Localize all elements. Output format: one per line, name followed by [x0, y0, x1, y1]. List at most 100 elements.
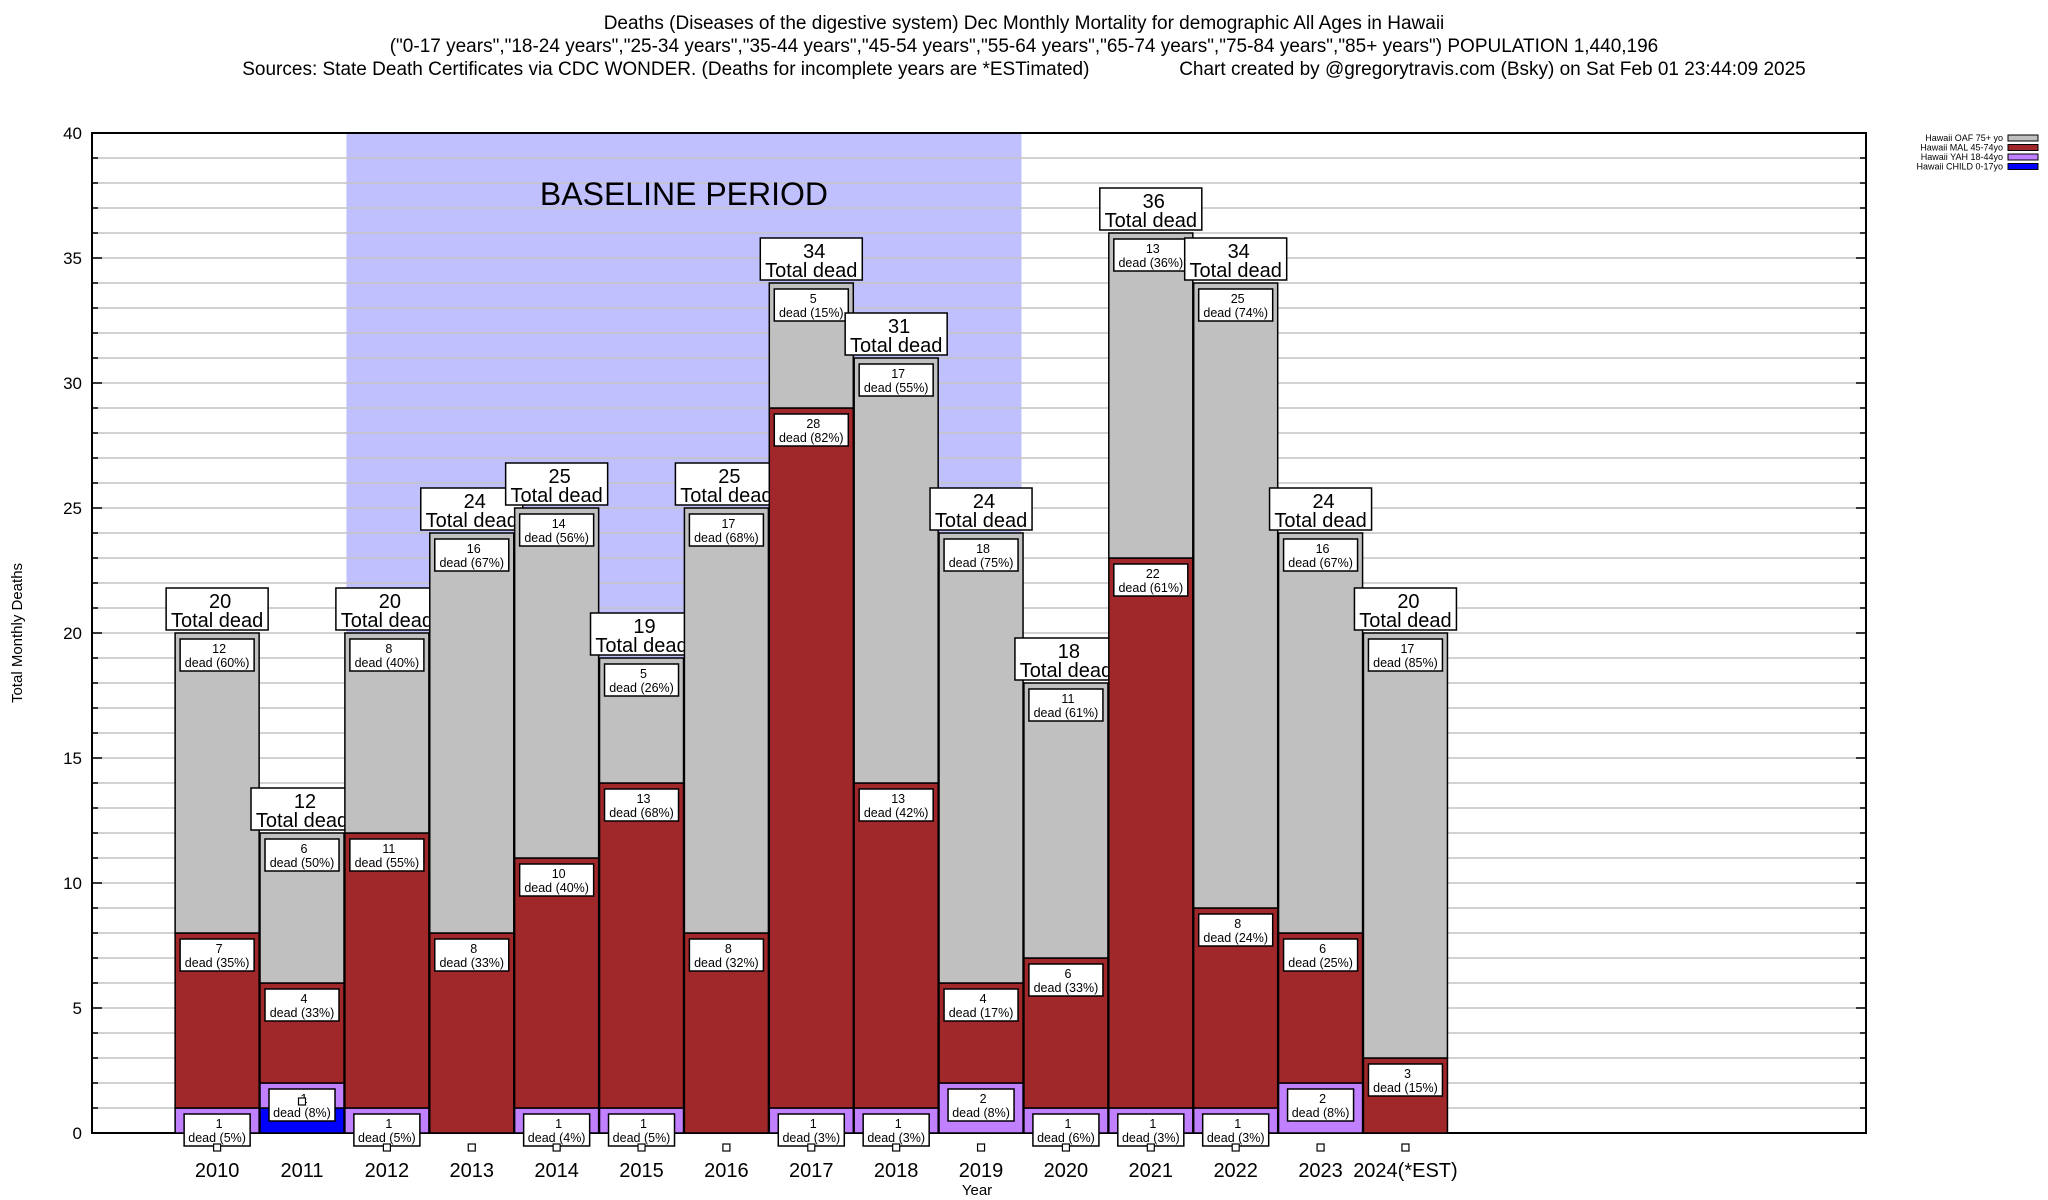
segment-label-box [1367, 638, 1444, 672]
total-label-value: 34 [1228, 241, 1250, 263]
y-tick-label: 0 [73, 1124, 82, 1143]
segment-label-box [1286, 1088, 1355, 1122]
segment-label-box [264, 838, 340, 872]
chart-title: Deaths (Diseases of the digestive system… [603, 13, 1445, 34]
segment-label-count: 7 [216, 942, 223, 956]
total-label-box [844, 312, 948, 356]
y-tick-label: 20 [63, 624, 82, 643]
total-label-text: Total dead [1020, 660, 1112, 682]
segment-label-pct: dead (3%) [1207, 1131, 1265, 1145]
segment-label-box [1282, 538, 1359, 572]
total-label-text: Total dead [426, 510, 518, 532]
segment-label-count: 11 [1061, 692, 1074, 706]
segment-label-count: 16 [1316, 542, 1330, 556]
segment-label-pct: dead (8%) [1292, 1106, 1350, 1120]
bar-segment [513, 857, 600, 1109]
segment-label-box [1113, 563, 1189, 597]
segment-label-pct: dead (8%) [273, 1106, 331, 1120]
y-tick-label: 25 [63, 499, 82, 518]
segment-label-box [1197, 913, 1274, 947]
total-label-text: Total dead [680, 485, 772, 507]
segment-label-count: 14 [552, 517, 566, 531]
segment-label-box [603, 788, 680, 822]
total-label-box [589, 612, 694, 656]
chart-titles: Deaths (Diseases of the digestive system… [0, 12, 2048, 81]
bar-segment [1108, 557, 1194, 1109]
segment-label-count: 4 [980, 992, 987, 1006]
segment-label-pct: dead (50%) [270, 856, 335, 870]
segment-label-count: 22 [1146, 567, 1160, 581]
segment-label-count: 5 [640, 667, 647, 681]
total-label-text: Total dead [595, 635, 687, 657]
segment-label-pct: dead (3%) [782, 1131, 840, 1145]
segment-label-count: 1 [1064, 1117, 1071, 1131]
segment-label-count: 4 [301, 992, 308, 1006]
x-tick-label: 2020 [1044, 1160, 1089, 1182]
total-label-text: Total dead [1105, 210, 1197, 232]
segment-label-pct: dead (67%) [1288, 556, 1353, 570]
legend-label: Hawaii YAH 18-44yo [1921, 152, 2003, 162]
legend-swatch [2007, 163, 2039, 170]
segment-label-count: 1 [216, 1117, 223, 1131]
segment-label-count: 1 [1234, 1117, 1241, 1131]
segment-label-count: 6 [1319, 942, 1326, 956]
total-label-text: Total dead [341, 610, 433, 632]
segment-label-box [603, 663, 680, 697]
segment-label-box [1028, 963, 1104, 997]
segment-label-pct: dead (15%) [1373, 1081, 1438, 1095]
segment-label-pct: dead (8%) [952, 1106, 1010, 1120]
x-tick-label: 2017 [789, 1160, 834, 1182]
segment-label-count: 17 [721, 517, 735, 531]
segment-label-count: 17 [1400, 642, 1414, 656]
sources-text: Sources: State Death Certificates via CD… [242, 59, 1090, 80]
segment-label-pct: dead (15%) [779, 306, 844, 320]
segment-label-count: 11 [382, 842, 395, 856]
bar-segment [1023, 682, 1109, 959]
x-tick-label: 2024(*EST) [1353, 1160, 1458, 1182]
segment-label-count: 13 [637, 792, 651, 806]
child-marker [976, 1143, 986, 1152]
child-marker [213, 1143, 222, 1152]
segment-label-count: 28 [806, 417, 820, 431]
segment-label-count: 16 [467, 542, 481, 556]
segment-label-pct: dead (4%) [528, 1131, 586, 1145]
legend-label: Hawaii OAF 75+ yo [1925, 133, 2003, 143]
segment-label-box [1197, 288, 1274, 322]
segment-label-box [1282, 938, 1359, 972]
segment-label-pct: dead (42%) [864, 806, 929, 820]
bar-segment [174, 632, 260, 934]
total-label-box [165, 587, 269, 631]
total-label-box [1353, 587, 1458, 631]
child-marker [1231, 1143, 1240, 1152]
total-label-box [759, 237, 864, 281]
segment-label-box [1028, 688, 1104, 722]
legend-swatch [2007, 144, 2039, 151]
bar-segment [683, 507, 770, 934]
segment-label-box [773, 413, 850, 447]
total-label-value: 18 [1058, 641, 1080, 663]
total-label-value: 34 [803, 241, 825, 263]
total-label-text: Total dead [935, 510, 1027, 532]
child-marker [1146, 1143, 1155, 1152]
segment-label-pct: dead (36%) [1118, 256, 1183, 270]
total-label-value: 25 [718, 466, 740, 488]
segment-label-count: 3 [1404, 1067, 1411, 1081]
segment-label-box [688, 938, 765, 972]
segment-label-pct: dead (67%) [439, 556, 504, 570]
bar-segment [1362, 632, 1449, 1059]
segment-label-pct: dead (56%) [524, 531, 589, 545]
x-tick-label: 2022 [1213, 1160, 1258, 1182]
segment-label-box [1201, 1113, 1270, 1147]
segment-label-count: 1 [385, 1117, 392, 1131]
total-label-value: 25 [549, 466, 571, 488]
segment-label-count: 8 [725, 942, 732, 956]
total-label-box [1014, 637, 1118, 681]
bar-segment [768, 407, 855, 1109]
segment-label-count: 1 [640, 1117, 647, 1131]
chart-sources-line: Sources: State Death Certificates via CD… [0, 58, 2048, 81]
segment-label-box [1113, 238, 1189, 272]
total-label-text: Total dead [1274, 510, 1366, 532]
child-marker [722, 1143, 731, 1152]
segment-label-box [518, 513, 595, 547]
